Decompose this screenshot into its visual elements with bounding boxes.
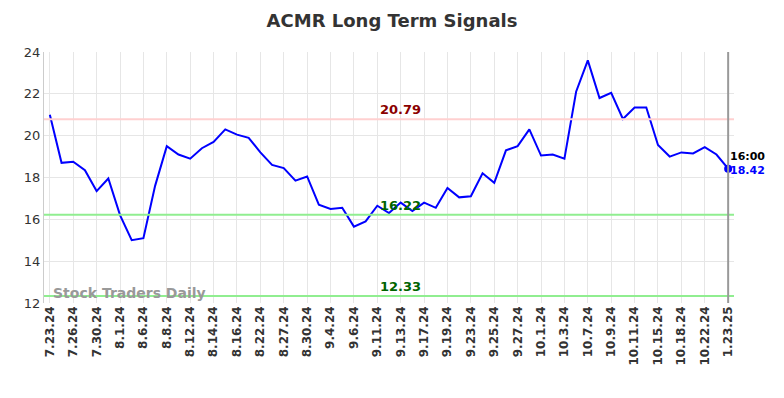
- svg-text:Stock Traders Daily: Stock Traders Daily: [53, 285, 206, 301]
- svg-text:10.3.24: 10.3.24: [557, 306, 571, 357]
- svg-text:9.11.24: 9.11.24: [370, 306, 384, 357]
- svg-text:10.9.24: 10.9.24: [604, 306, 618, 357]
- svg-text:8.27.24: 8.27.24: [277, 306, 291, 357]
- svg-text:9.4.24: 9.4.24: [323, 306, 337, 349]
- svg-text:8.14.24: 8.14.24: [206, 306, 220, 357]
- svg-text:7.30.24: 7.30.24: [90, 306, 104, 357]
- svg-text:1.23.25: 1.23.25: [721, 306, 735, 357]
- svg-text:7.23.24: 7.23.24: [43, 306, 57, 357]
- svg-text:24: 24: [24, 45, 41, 60]
- svg-text:9.25.24: 9.25.24: [487, 306, 501, 357]
- svg-text:9.17.24: 9.17.24: [417, 306, 431, 357]
- svg-text:ACMR Long Term Signals: ACMR Long Term Signals: [267, 10, 518, 31]
- svg-text:22: 22: [24, 86, 41, 101]
- svg-text:18: 18: [24, 170, 41, 185]
- svg-text:9.23.24: 9.23.24: [464, 306, 478, 357]
- svg-text:10.15.24: 10.15.24: [651, 306, 665, 365]
- svg-text:8.12.24: 8.12.24: [183, 306, 197, 357]
- svg-text:16: 16: [24, 212, 41, 227]
- svg-text:14: 14: [24, 254, 41, 269]
- svg-text:10.22.24: 10.22.24: [698, 306, 712, 365]
- svg-text:8.1.24: 8.1.24: [113, 306, 127, 349]
- svg-text:20.79: 20.79: [380, 102, 421, 117]
- svg-text:7.26.24: 7.26.24: [66, 306, 80, 357]
- svg-text:8.22.24: 8.22.24: [253, 306, 267, 357]
- svg-text:10.18.24: 10.18.24: [674, 306, 688, 365]
- svg-text:10.11.24: 10.11.24: [627, 306, 641, 365]
- svg-text:12: 12: [24, 296, 41, 311]
- svg-text:9.27.24: 9.27.24: [511, 306, 525, 357]
- svg-text:9.13.24: 9.13.24: [394, 306, 408, 357]
- svg-text:18.42: 18.42: [730, 164, 765, 177]
- svg-text:8.8.24: 8.8.24: [160, 306, 174, 349]
- svg-text:20: 20: [24, 128, 41, 143]
- svg-text:8.16.24: 8.16.24: [230, 306, 244, 357]
- svg-text:8.6.24: 8.6.24: [136, 306, 150, 349]
- svg-text:8.30.24: 8.30.24: [300, 306, 314, 357]
- svg-text:12.33: 12.33: [380, 279, 421, 294]
- svg-text:9.19.24: 9.19.24: [440, 306, 454, 357]
- svg-text:10.7.24: 10.7.24: [581, 306, 595, 357]
- svg-text:16.22: 16.22: [380, 198, 421, 213]
- svg-text:16:00: 16:00: [730, 150, 765, 163]
- svg-text:10.1.24: 10.1.24: [534, 306, 548, 357]
- svg-text:9.6.24: 9.6.24: [347, 306, 361, 349]
